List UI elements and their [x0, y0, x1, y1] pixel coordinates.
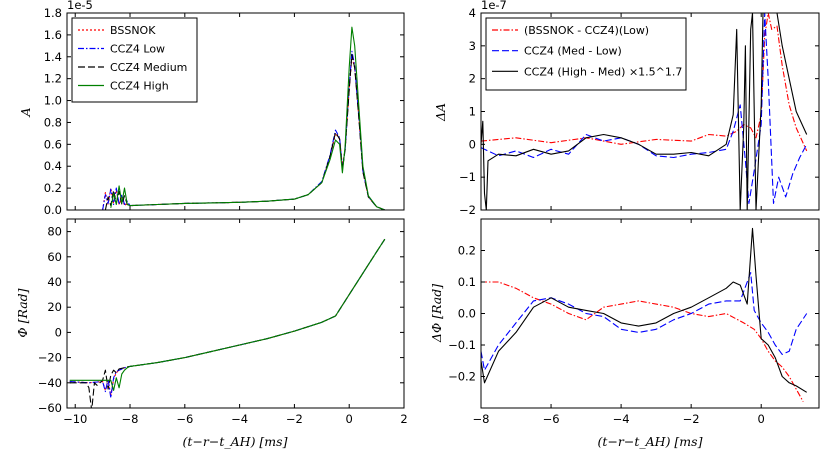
x-tick-label: −8	[122, 412, 139, 426]
axis-exponent: 1e-5	[67, 0, 93, 12]
y-tick-label: −20	[38, 351, 62, 365]
y-tick-label: 0.2	[458, 244, 476, 258]
y-tick-label: 0.8	[44, 115, 62, 129]
plot-frame	[66, 218, 405, 409]
legend-box	[71, 17, 198, 103]
series-line-3	[110, 26, 386, 210]
legend-label-2: CCZ4 (High - Med) ×1.5^1.7	[524, 65, 682, 78]
legend: (BSSNOK - CCZ4)(Low) CCZ4 (Med - Low) CCZ4…	[485, 17, 687, 91]
y-tick-label: 2	[469, 72, 476, 86]
plot-frame	[480, 218, 820, 409]
x-tick-label: −2	[286, 412, 303, 426]
panel-amplitude-difference: −2 −1 0 1 2 3 4 ΔA 1e-7 (BSSNOK - CCZ4)(Low) CCZ4 …	[433, 0, 820, 217]
x-tick-label: −2	[683, 412, 700, 426]
x-tick-label: −8	[473, 412, 490, 426]
x-tick-label: −6	[543, 412, 560, 426]
legend: BSSNOK CCZ4 Low CCZ4 Medium CCZ4 High	[71, 17, 198, 103]
y-tick-label: −2	[459, 203, 476, 217]
panel-phase-difference: −8 −6 −4 −2 0 −0.2 −0.1 0.0 0.1 0.2 ΔΦ [Rad] (t−r−t…	[429, 218, 820, 449]
legend-label-3: CCZ4 High	[110, 80, 169, 93]
legend-label-0: (BSSNOK - CCZ4)(Low)	[524, 24, 649, 37]
y-tick-label: −0.2	[448, 370, 476, 384]
legend-label-2: CCZ4 Medium	[110, 61, 187, 74]
x-axis-label: (t−r−t_AH) [ms]	[598, 434, 703, 449]
y-tick-label: 1.8	[44, 6, 62, 20]
series-group	[69, 238, 386, 408]
y-tick-label: 60	[47, 250, 62, 264]
panel-amplitude: 0.0 0.2 0.4 0.6 0.8 1.0 1.2 1.4 1.6 1.8 A 1e-5 BSSNO…	[18, 0, 405, 217]
series-line-1	[69, 238, 386, 399]
series-group	[102, 26, 386, 210]
x-axis-label: (t−r−t_AH) [ms]	[183, 434, 288, 449]
series-line-0	[481, 13, 808, 152]
series-line-0	[69, 238, 386, 396]
y-tick-label: 1	[469, 105, 476, 119]
y-tick-label: 0.6	[44, 137, 62, 151]
x-tick-label: −4	[613, 412, 630, 426]
y-tick-label: 0.1	[458, 275, 476, 289]
y-axis-label: ΔA	[433, 103, 448, 122]
series-line-0	[481, 281, 804, 402]
axis-exponent: 1e-7	[481, 0, 507, 12]
y-axis-label: ΔΦ [Rad]	[429, 284, 444, 343]
legend-box	[485, 17, 687, 91]
x-tick-label: −6	[176, 412, 193, 426]
y-tick-label: 40	[47, 275, 62, 289]
series-line-1	[481, 13, 808, 204]
series-line-2	[481, 13, 808, 210]
series-line-3	[69, 238, 386, 391]
y-tick-label: 4	[469, 6, 476, 20]
x-tick-label: 0	[346, 412, 353, 426]
y-tick-label: 3	[469, 39, 476, 53]
x-tick-label: 0	[758, 412, 765, 426]
series-line-2	[69, 238, 386, 408]
y-tick-label: 1.6	[44, 28, 62, 42]
series-line-1	[481, 272, 808, 371]
series-line-2	[481, 227, 807, 393]
y-axis-label: Φ [Rad]	[15, 288, 30, 337]
y-tick-label: 0	[55, 325, 62, 339]
series-group	[481, 13, 808, 210]
x-tick-label: −10	[63, 412, 87, 426]
y-tick-label: 1.2	[44, 72, 62, 86]
plot-frame	[66, 12, 405, 211]
y-tick-label: −60	[38, 401, 62, 415]
x-tick-label: 2	[400, 412, 407, 426]
y-tick-label: 0.0	[44, 203, 62, 217]
y-tick-label: −1	[459, 170, 476, 184]
y-tick-label: 0.4	[44, 159, 62, 173]
legend-label-1: CCZ4 (Med - Low)	[524, 45, 622, 58]
series-group	[481, 227, 808, 402]
y-tick-label: 1.0	[44, 94, 62, 108]
y-tick-label: 1.4	[44, 50, 62, 64]
y-tick-label: −0.1	[448, 338, 476, 352]
x-tick-label: −4	[231, 412, 248, 426]
y-tick-label: 20	[47, 300, 62, 314]
y-tick-label: 0.2	[44, 181, 62, 195]
y-tick-label: 0	[469, 137, 476, 151]
y-tick-label: −40	[38, 376, 62, 390]
y-tick-label: 0.0	[458, 307, 476, 321]
legend-label-0: BSSNOK	[110, 24, 156, 37]
legend-label-1: CCZ4 Low	[110, 43, 165, 56]
y-axis-label: A	[18, 107, 33, 117]
y-tick-label: 80	[47, 225, 62, 239]
